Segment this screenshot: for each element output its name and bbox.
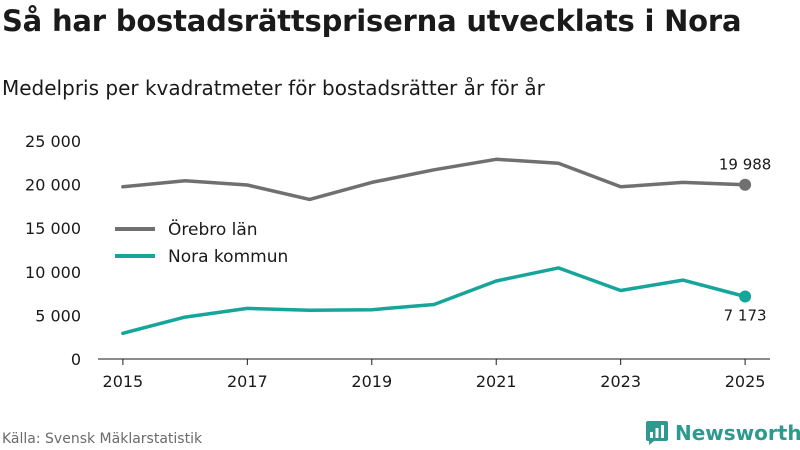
x-tick-label: 2015 — [103, 372, 144, 391]
y-tick-label: 5 000 — [35, 306, 81, 325]
brand-logo: Newsworthy — [645, 420, 800, 446]
brand-name: Newsworthy — [675, 421, 800, 445]
series-line-0 — [121, 157, 747, 202]
y-tick-label: 20 000 — [25, 176, 81, 195]
end-marker-1 — [739, 290, 752, 303]
x-tick-label: 2025 — [725, 372, 766, 391]
end-value-label-1: 7 173 — [724, 306, 767, 324]
source-note: Källa: Svensk Mäklarstatistik — [2, 431, 203, 447]
end-markers: 19 988 7 173 — [719, 156, 772, 325]
series-lines — [121, 157, 747, 336]
chart-title: Så har bostadsrättspriserna utvecklats i… — [2, 4, 742, 38]
y-tick-label: 15 000 — [25, 219, 81, 238]
end-marker-0 — [739, 178, 752, 191]
legend: Örebro län Nora kommun — [115, 218, 288, 267]
end-value-label-0: 19 988 — [719, 156, 772, 174]
y-tick-label: 0 — [71, 350, 81, 369]
y-tick-label: 10 000 — [25, 263, 81, 282]
y-tick-label: 25 000 — [25, 132, 81, 151]
chart-subtitle: Medelpris per kvadratmeter för bostadsrä… — [2, 76, 545, 100]
x-axis: 2015 2017 2019 2021 2023 2025 — [98, 358, 770, 391]
series-line-1 — [121, 266, 747, 336]
legend-label-1: Nora kommun — [168, 247, 288, 267]
y-axis: 0 5 000 10 000 15 000 20 000 25 000 — [25, 132, 81, 369]
x-tick-label: 2019 — [351, 372, 392, 391]
legend-label-0: Örebro län — [168, 218, 258, 240]
newsworthy-chart-icon — [646, 421, 668, 445]
x-tick-label: 2023 — [600, 372, 641, 391]
x-tick-label: 2017 — [227, 372, 268, 391]
x-tick-label: 2021 — [476, 372, 517, 391]
